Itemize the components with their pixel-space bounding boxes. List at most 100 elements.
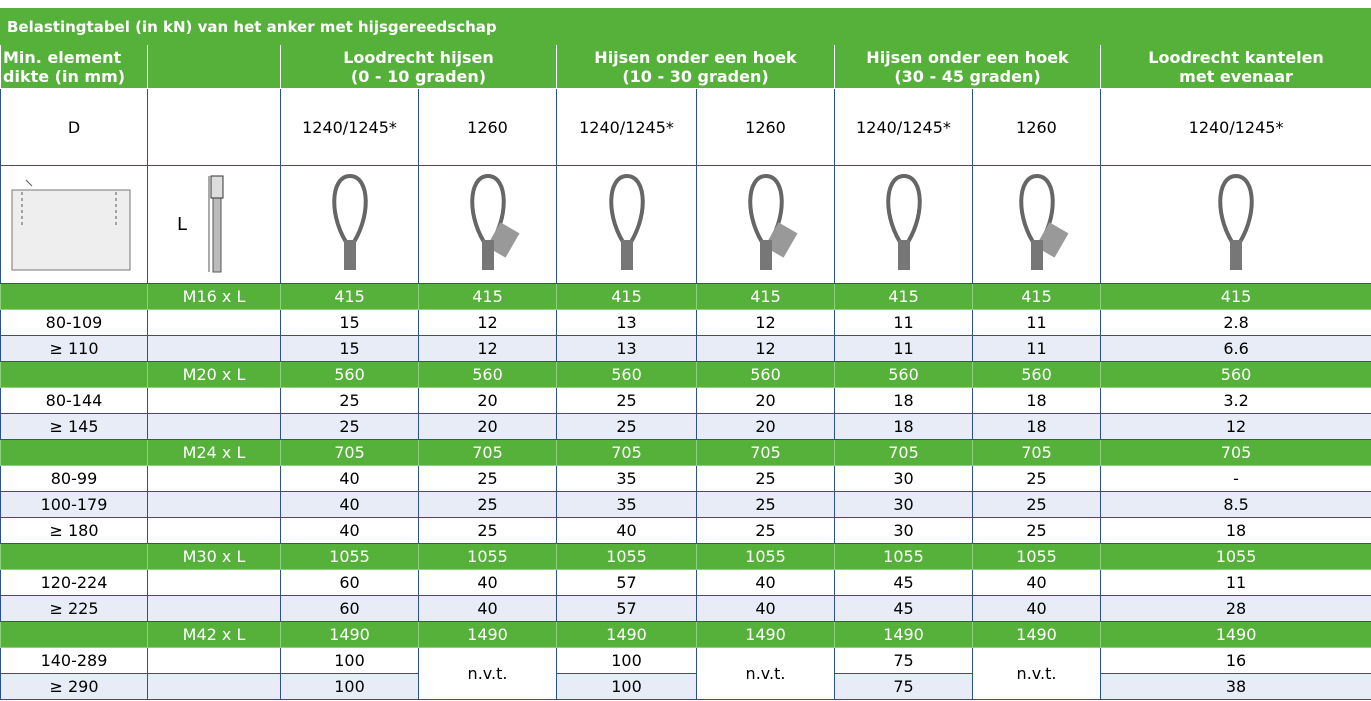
group-header: Loodrecht hijsen (0 - 10 graden) [281, 45, 557, 89]
tool-image [697, 166, 835, 284]
size: M20 x L [148, 362, 281, 388]
load-value: 40 [281, 492, 419, 518]
load-value: 20 [419, 414, 557, 440]
size-header [148, 45, 281, 89]
capacity: 705 [697, 440, 835, 466]
load-value: n.v.t. [697, 648, 835, 700]
load-value: 11 [835, 336, 973, 362]
capacity: 1055 [1101, 544, 1371, 570]
capacity: 1490 [1101, 622, 1371, 648]
capacity: 415 [697, 284, 835, 310]
capacity: 1490 [557, 622, 697, 648]
load-value: 25 [557, 388, 697, 414]
load-value: 57 [557, 570, 697, 596]
load-value: 57 [557, 596, 697, 622]
lifting-loop [448, 168, 528, 278]
load-value: 25 [973, 466, 1101, 492]
load-value: 25 [697, 518, 835, 544]
capacity: 560 [835, 362, 973, 388]
load-value: 100 [557, 648, 697, 674]
thickness: 80-99 [1, 466, 148, 492]
load-value: 40 [419, 596, 557, 622]
load-value: 15 [281, 336, 419, 362]
thickness: 120-224 [1, 570, 148, 596]
blank [1, 362, 148, 388]
blank [148, 388, 281, 414]
load-value: 60 [281, 570, 419, 596]
thickness: ≥ 145 [1, 414, 148, 440]
load-value: 11 [973, 310, 1101, 336]
capacity: 1490 [419, 622, 557, 648]
thickness: ≥ 225 [1, 596, 148, 622]
lifting-loop [726, 168, 806, 278]
type: 1240/1245* [281, 89, 419, 166]
load-value: 25 [697, 492, 835, 518]
tool-image [281, 166, 419, 284]
capacity: 1055 [835, 544, 973, 570]
tool-image [419, 166, 557, 284]
capacity: 705 [419, 440, 557, 466]
load-table: Belastingtabel (in kN) van het anker met… [0, 8, 1371, 700]
load-value: 6.6 [1101, 336, 1371, 362]
load-value: n.v.t. [973, 648, 1101, 700]
load-value: 40 [281, 466, 419, 492]
load-value: 20 [697, 388, 835, 414]
thickness: ≥ 110 [1, 336, 148, 362]
load-value: 11 [1101, 570, 1371, 596]
blank [1, 622, 148, 648]
load-value: 18 [973, 388, 1101, 414]
load-value: 28 [1101, 596, 1371, 622]
length-label: L [177, 214, 187, 235]
load-value: 30 [835, 466, 973, 492]
header-row: Min. element dikte (in mm) Loodrecht hijs… [1, 45, 1371, 89]
load-value: 2.8 [1101, 310, 1371, 336]
load-value: - [1101, 466, 1371, 492]
blank [148, 596, 281, 622]
capacity: 1055 [557, 544, 697, 570]
load-value: 11 [835, 310, 973, 336]
lifting-loop [997, 168, 1077, 278]
capacity: 1055 [419, 544, 557, 570]
load-value: n.v.t. [419, 648, 557, 700]
type: 1260 [419, 89, 557, 166]
load-value: 8.5 [1101, 492, 1371, 518]
load-value: 40 [281, 518, 419, 544]
thickness-header: Min. element dikte (in mm) [1, 45, 148, 89]
tool-image [835, 166, 973, 284]
lifting-loop [1196, 168, 1276, 278]
blank [148, 466, 281, 492]
blank [1, 440, 148, 466]
blank [148, 570, 281, 596]
load-value: 40 [697, 570, 835, 596]
anchor-sketch: L [148, 166, 281, 284]
load-value: 11 [973, 336, 1101, 362]
load-value: 100 [281, 674, 419, 700]
group-header: Hijsen onder een hoek (10 - 30 graden) [557, 45, 835, 89]
capacity: 415 [835, 284, 973, 310]
load-value: 30 [835, 492, 973, 518]
blank [148, 648, 281, 674]
capacity: 415 [419, 284, 557, 310]
load-value: 75 [835, 674, 973, 700]
capacity: 705 [835, 440, 973, 466]
capacity: 1055 [281, 544, 419, 570]
blank [1, 544, 148, 570]
capacity: 560 [557, 362, 697, 388]
anchor: L [149, 168, 279, 278]
blank [148, 89, 281, 166]
load-value: 3.2 [1101, 388, 1371, 414]
load-value: 18 [835, 414, 973, 440]
size: M16 x L [148, 284, 281, 310]
load-value: 25 [419, 492, 557, 518]
capacity: 560 [1101, 362, 1371, 388]
title-row: Belastingtabel (in kN) van het anker met… [1, 9, 1371, 45]
